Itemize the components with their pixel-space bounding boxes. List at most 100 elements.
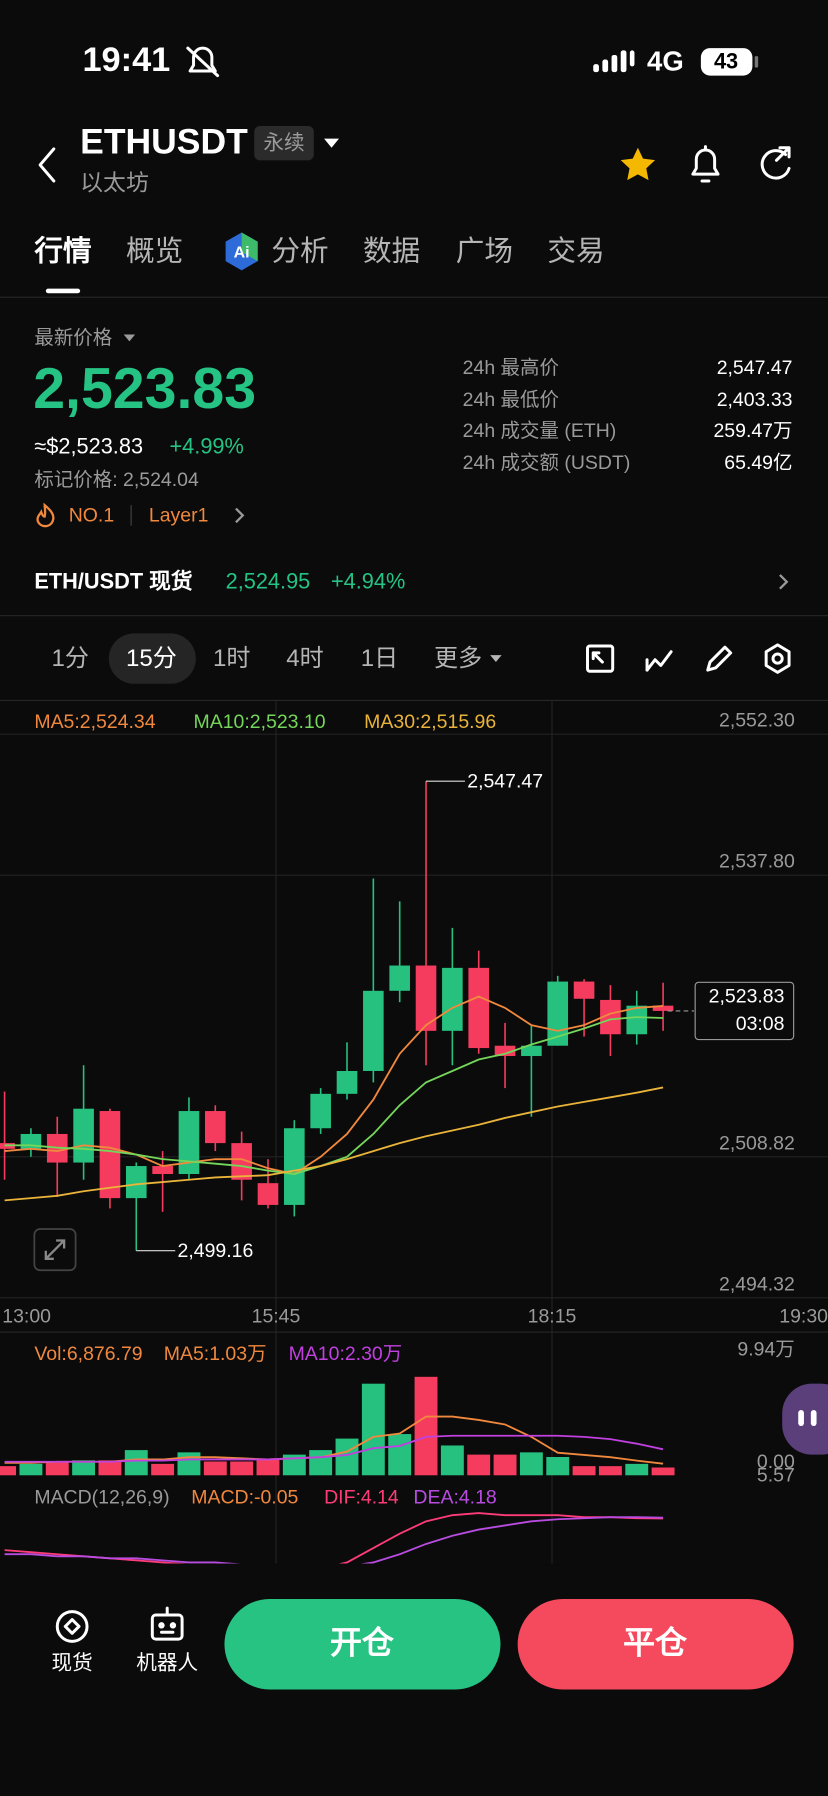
interval[interactable]: 1时: [213, 645, 250, 672]
symbol-dropdown[interactable]: [324, 138, 339, 148]
volume-bar: [19, 1463, 43, 1476]
price-label[interactable]: 最新价格: [34, 327, 112, 349]
interval[interactable]: 更多: [434, 645, 482, 672]
candle-body: [125, 1166, 147, 1199]
battery: [700, 48, 753, 76]
last-price-box: [694, 981, 795, 1041]
open-label[interactable]: 开仓: [330, 1624, 395, 1660]
network: 4G: [647, 45, 684, 76]
draw-icon[interactable]: [706, 645, 733, 672]
chevron[interactable]: [235, 507, 245, 524]
candle-body: [231, 1143, 252, 1180]
vol-legend: MA5:1.03万: [164, 1343, 267, 1365]
last-price-label: 2,523.83: [709, 985, 785, 1007]
interval[interactable]: 1日: [361, 645, 398, 672]
tab[interactable]: 广场: [456, 236, 513, 268]
close-label[interactable]: 平仓: [623, 1624, 688, 1660]
open-button[interactable]: [224, 1598, 501, 1690]
bot-action[interactable]: 机器人: [136, 1652, 198, 1675]
y-tick-label: 5.57: [757, 1465, 795, 1487]
fullscreen-icon[interactable]: [586, 644, 615, 673]
indicator-icon[interactable]: [645, 650, 673, 672]
x-tick-label: 19:30: [779, 1305, 828, 1327]
volume-bar: [72, 1460, 96, 1476]
volume-bar: [0, 1466, 17, 1476]
divider: [0, 699, 828, 701]
candle-body: [310, 1093, 331, 1129]
alert-bell[interactable]: [691, 145, 720, 183]
stat-label: 24h 成交量 (ETH): [463, 420, 617, 442]
spot-change: +4.94%: [331, 569, 405, 594]
chevron[interactable]: [779, 574, 789, 590]
battery-tip: [754, 56, 759, 68]
settings-icon[interactable]: [764, 643, 791, 674]
vol-legend: Vol:6,876.79: [34, 1343, 142, 1365]
volume-bar: [440, 1445, 464, 1476]
low-label: 2,499.16: [178, 1240, 254, 1262]
macd-title: MACD(12,26,9): [34, 1486, 169, 1508]
candle-body: [257, 1183, 279, 1205]
chart-area: [0, 700, 828, 1564]
candle-body: [468, 967, 490, 1049]
volume-bar: [467, 1454, 491, 1476]
candle-body: [204, 1111, 226, 1144]
candle-body: [99, 1111, 121, 1199]
symbol[interactable]: ETHUSDT: [80, 122, 248, 162]
sector-tag[interactable]: Layer1: [149, 505, 209, 527]
close-button[interactable]: [517, 1598, 794, 1690]
stat-label: 24h 成交额 (USDT): [463, 452, 631, 474]
candle-body: [152, 1166, 173, 1175]
ai-icon: Ai: [225, 232, 258, 271]
x-tick-label: 15:45: [252, 1305, 301, 1327]
overlay: 2,552.30 2,537.80 2,508.82 2,494.32 2,547.47…: [0, 710, 828, 1564]
back-button[interactable]: [38, 147, 56, 183]
line: [4, 1516, 664, 1564]
macd-value: MACD:-0.05: [191, 1486, 298, 1508]
spot-action[interactable]: 现货: [52, 1652, 93, 1675]
macd-legend: DEA:4.18: [413, 1486, 496, 1508]
mark-price: 标记价格: 2,524.04: [34, 469, 199, 491]
spot-icon[interactable]: [55, 1610, 89, 1643]
candle-body: [626, 1005, 648, 1035]
candle-body: [73, 1108, 94, 1163]
rank[interactable]: NO.1: [69, 505, 114, 527]
favorite-star[interactable]: [620, 147, 656, 181]
volume-bar: [256, 1459, 280, 1476]
tab[interactable]: 行情: [33, 235, 91, 268]
line: [4, 995, 664, 1175]
volume-bar: [572, 1466, 596, 1476]
expand-button[interactable]: [33, 1228, 77, 1272]
tab[interactable]: 分析: [271, 236, 328, 268]
signal-icon: [593, 50, 635, 73]
stat-value: 2,547.47: [717, 357, 793, 379]
stat-value: 65.49亿: [724, 452, 792, 474]
clock: 19:41: [82, 41, 170, 79]
interval[interactable]: 1分: [52, 645, 89, 672]
tab[interactable]: 交易: [547, 236, 604, 268]
candle-body: [494, 1045, 516, 1057]
interval[interactable]: 4时: [286, 645, 323, 672]
interval[interactable]: 15分: [126, 645, 177, 672]
candle-body: [415, 965, 437, 1031]
divider: [0, 615, 828, 617]
candle-body: [442, 967, 463, 1031]
more-dropdown[interactable]: [490, 655, 502, 663]
share-icon[interactable]: [760, 146, 791, 180]
badge: 永续: [263, 132, 304, 155]
bot-icon[interactable]: [150, 1606, 184, 1641]
price-dropdown[interactable]: [123, 334, 136, 342]
assistant-bubble[interactable]: [782, 1383, 828, 1455]
line: [4, 1434, 664, 1463]
high-label: 2,547.47: [467, 770, 543, 792]
stat-label: 24h 最高价: [463, 357, 559, 379]
candle-body: [652, 1005, 674, 1011]
tab[interactable]: 数据: [363, 236, 420, 268]
volume-bar: [124, 1450, 148, 1476]
spot-label[interactable]: ETH/USDT 现货: [34, 569, 193, 594]
tab[interactable]: 概览: [126, 236, 183, 268]
badge-bg: [254, 125, 314, 161]
candle-body: [521, 1045, 542, 1057]
volume-bar: [519, 1452, 543, 1476]
